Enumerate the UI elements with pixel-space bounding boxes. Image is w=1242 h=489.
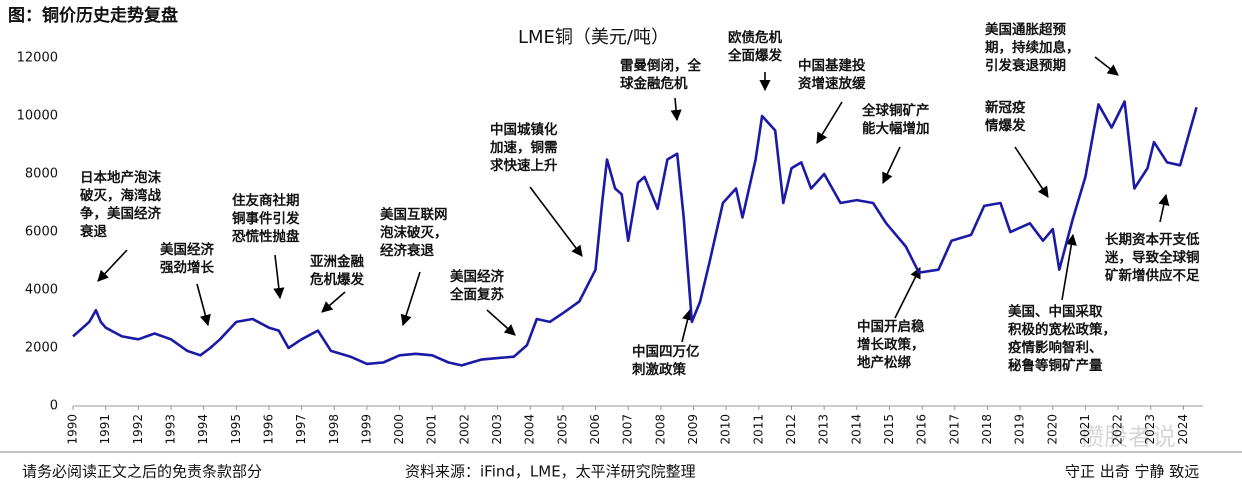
x-tick-label: 2005 [555,414,569,445]
x-tick-label: 1995 [229,414,243,445]
annotation-line: 引发衰退预期 [985,57,1066,74]
annotation-line: 积极的宽松政策， [1008,321,1116,338]
annotation-line: 加速，铜需 [489,139,558,156]
annotation-line: 住友商社期 [232,192,300,209]
x-tick-label: 2022 [1111,414,1125,445]
x-tick-label: 1994 [196,414,210,445]
x-tick-label: 1997 [294,414,308,445]
x-tick-label: 2015 [882,414,896,445]
x-tick-label: 2003 [490,414,504,445]
x-tick-label: 2012 [784,414,798,445]
annotation-line: 增长政策， [857,336,925,353]
x-tick-label: 1998 [327,414,341,445]
annotation-line: 中国城镇化 [490,121,558,138]
x-tick-label: 2023 [1143,414,1157,445]
annotation-line: 衰退 [79,223,107,240]
annotation-line: 美国、中国采取 [1008,303,1103,320]
annotation-line: 秘鲁等铜矿产量 [1008,357,1103,374]
x-tick-label: 2008 [653,414,667,445]
annotation-line: 能大幅增加 [862,120,930,137]
x-tick-label: 2016 [915,414,929,445]
x-tick-label: 2017 [947,414,961,445]
annotation-line: 资增速放缓 [798,75,866,92]
annotation-line: 破灭，海湾战 [80,187,161,204]
annotation-line: 美国通胀超预 [985,21,1066,38]
annotation-line: 全球铜矿产 [861,102,930,119]
x-tick-label: 1993 [163,414,177,445]
y-tick-label: 6000 [25,225,58,240]
annotation-line: 全面复苏 [449,286,504,303]
arrows [97,56,1170,343]
x-tick-label: 2013 [817,414,831,445]
annotation-line: 期，持续加息， [985,39,1080,56]
annotation-line: 迷，导致全球铜 [1104,249,1200,266]
footer-motto: 守正 出奇 宁静 致远 [1065,463,1199,481]
watermark: 攒股者说 [1080,423,1176,451]
x-tick-label: 2018 [980,414,994,445]
y-tick-label: 12000 [17,51,58,66]
annotation-line: 中国四万亿 [632,343,700,360]
chart-title: LME铜（美元/吨） [518,27,669,48]
annotation-line: 经济衰退 [380,242,434,259]
annotation-line: 美国经济 [450,268,504,285]
annotation-line: 恐慌性抛盘 [232,228,300,245]
annotation-line: 亚洲金融 [310,253,364,270]
annotation-line: 长期资本开支低 [1105,231,1200,248]
x-tick-label: 1999 [359,414,373,445]
annotation-line: 美国经济 [160,241,214,258]
y-tick-label: 8000 [25,167,58,182]
annotation-line: 地产松绑 [857,354,911,371]
x-tick-label: 2002 [457,414,471,445]
y-tick-label: 10000 [17,109,58,124]
annotation-line: 疫情影响智利、 [1008,339,1103,356]
x-tick-label: 2011 [751,414,765,445]
annotation-line: 泡沫破灭， [380,224,448,241]
x-tick-label: 2006 [588,414,602,445]
x-tick-label: 1992 [131,414,145,445]
x-tick-label: 2009 [686,414,700,445]
annotation-line: 求快速上升 [490,157,558,174]
x-tick-label: 1991 [98,414,112,445]
x-tick-label: 2020 [1045,414,1059,445]
annotation-line: 情爆发 [985,117,1026,134]
annotation-line: 美国互联网 [380,206,448,223]
footer-source: 资料来源：iFind，LME，太平洋研究院整理 [405,463,696,481]
x-tick-label: 2000 [392,414,406,445]
y-tick-label: 0 [50,399,58,414]
x-tick-label: 2021 [1078,414,1092,445]
price-line [72,100,1198,367]
x-tick-label: 2007 [621,414,635,445]
annotation-line: 铜事件引发 [232,210,300,227]
annotation-line: 矿新增供应不足 [1105,267,1200,284]
annotation-line: 日本地产泡沫 [80,169,161,186]
x-tick-label: 2001 [425,414,439,445]
annotation-line: 中国开启稳 [857,318,925,335]
x-tick-label: 1990 [66,414,80,445]
x-tick-label: 2010 [719,414,733,445]
x-tick-label: 2004 [523,414,537,445]
y-tick-label: 2000 [25,341,58,356]
annotation-line: 争，美国经济 [80,205,161,222]
annotation-line: 中国基建投 [798,57,866,74]
x-tick-label: 2014 [849,414,863,445]
annotation-line: 欧债危机 [728,29,782,46]
annotation-line: 强劲增长 [160,259,214,276]
annotation-line: 全面爆发 [727,47,782,64]
page-title: 图：铜价历史走势复盘 [8,5,178,26]
annotation-line: 刺激政策 [632,361,686,378]
x-tick-label: 2024 [1176,414,1190,445]
annotation-line: 危机爆发 [309,271,364,288]
annotation-line: 雷曼倒闭，全 [620,57,701,74]
annotation-line: 新冠疫 [985,99,1026,116]
x-tick-label: 2019 [1013,414,1027,445]
y-tick-label: 4000 [25,283,58,298]
annotation-line: 球金融危机 [620,75,688,92]
x-tick-label: 1996 [261,414,275,445]
footer-disclaimer: 请务必阅读正文之后的免责条款部分 [22,463,262,481]
